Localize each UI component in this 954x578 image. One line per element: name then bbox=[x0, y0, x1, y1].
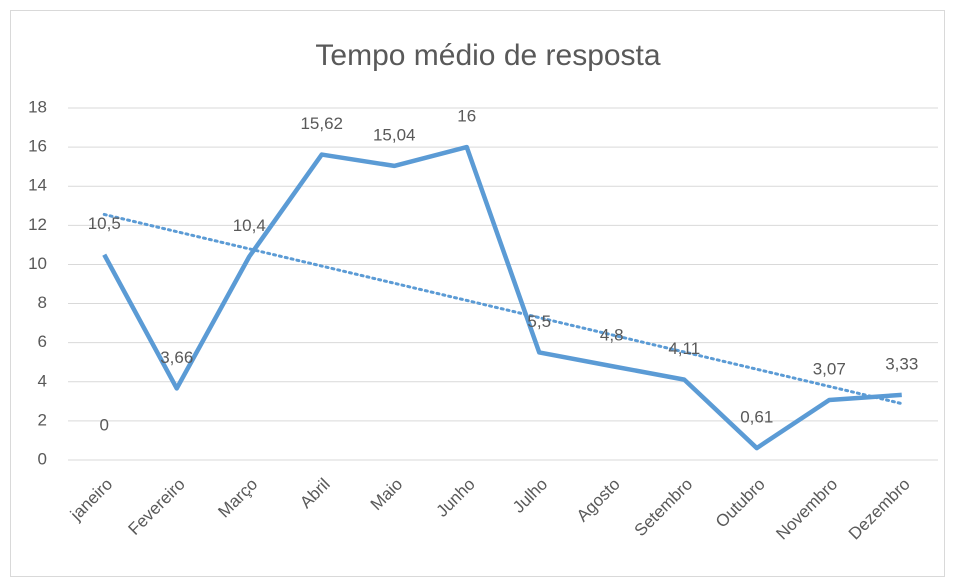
data-label: 3,07 bbox=[813, 359, 846, 378]
y-tick-label: 0 bbox=[38, 449, 47, 468]
y-tick-label: 6 bbox=[38, 332, 47, 351]
data-label: 10,5 bbox=[88, 214, 121, 233]
y-tick-label: 8 bbox=[38, 293, 47, 312]
y-tick-label: 4 bbox=[38, 371, 47, 390]
data-label: 0,61 bbox=[740, 408, 773, 427]
line-series bbox=[102, 144, 902, 451]
data-label: 4,8 bbox=[600, 326, 624, 345]
data-label: 15,62 bbox=[300, 114, 343, 133]
y-tick-label: 14 bbox=[28, 176, 47, 195]
chart-title: Tempo médio de resposta bbox=[315, 39, 661, 72]
data-label: 15,04 bbox=[373, 125, 416, 144]
y-tick-label: 10 bbox=[28, 254, 47, 273]
data-label: 5,5 bbox=[527, 312, 551, 331]
data-label: 16 bbox=[457, 107, 476, 126]
chart-frame bbox=[10, 10, 945, 577]
data-label: 3,66 bbox=[160, 348, 193, 367]
annotation: 0 bbox=[100, 415, 109, 434]
y-tick-label: 16 bbox=[28, 137, 47, 156]
data-label: 10,4 bbox=[233, 216, 266, 235]
data-label: 3,33 bbox=[885, 354, 918, 373]
y-tick-label: 12 bbox=[28, 215, 47, 234]
y-tick-label: 18 bbox=[28, 97, 47, 116]
y-tick-label: 2 bbox=[38, 410, 47, 429]
data-label: 4,11 bbox=[668, 339, 700, 358]
trendline bbox=[102, 212, 904, 406]
